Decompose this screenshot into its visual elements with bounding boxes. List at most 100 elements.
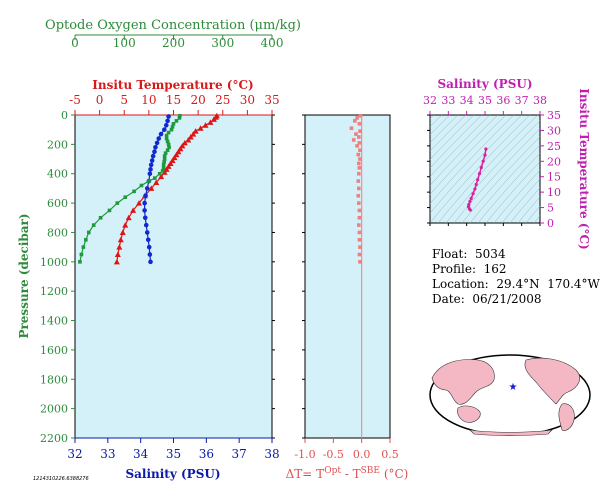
oxygen-tick-label: 100: [113, 36, 136, 50]
delta-t-point: [357, 161, 361, 166]
temperature-point: [125, 214, 132, 221]
oxygen-point: [165, 148, 170, 153]
ts-temp-tick-label: 30: [547, 124, 561, 137]
oxygen-point: [174, 119, 179, 123]
oxygen-point: [107, 208, 112, 213]
map-land-australia: [457, 405, 481, 423]
salinity-point: [144, 230, 150, 235]
salinity-point: [156, 136, 162, 141]
delta-t-point: [358, 113, 363, 118]
salinity-tick-label: 36: [199, 447, 214, 461]
oxygen-point: [177, 116, 182, 120]
salinity-tick-label: 37: [232, 447, 247, 461]
profile-number-text: Profile: 162: [432, 262, 507, 276]
ts-point: [473, 187, 477, 191]
temperature-tick-label: 10: [141, 93, 156, 107]
ts-temp-tick-label: 5: [547, 202, 554, 215]
density-contour: [485, 161, 540, 223]
salinity-tick-label: 34: [133, 447, 149, 461]
delta-t-point: [356, 179, 361, 183]
density-contour: [517, 196, 540, 223]
temperature-axis-label: Insitu Temperature (°C): [92, 78, 253, 92]
density-contour: [509, 187, 540, 223]
density-contour: [430, 115, 499, 186]
delta-t-tick-label: -1.0: [294, 448, 315, 461]
pressure-tick-label: 1400: [40, 315, 68, 328]
oxygen-point: [152, 176, 157, 180]
delta-t-point: [358, 245, 362, 249]
delta-t-point: [357, 215, 362, 220]
temperature-tick-label: 30: [240, 93, 255, 107]
temperature-point: [130, 207, 137, 213]
delta-t-point: [357, 171, 361, 176]
temperature-point: [148, 185, 155, 191]
temperature-point: [153, 179, 160, 186]
oxygen-axis-label: Optode Oxygen Concentration (μm/kg): [45, 18, 301, 33]
delta-t-tick-label: -0.5: [323, 448, 344, 461]
delta-t-point: [357, 208, 362, 213]
density-contour: [430, 115, 451, 136]
ts-point: [468, 199, 472, 203]
delta-t-point: [351, 138, 356, 142]
pressure-tick-label: 200: [47, 138, 68, 151]
oxygen-point: [86, 230, 91, 235]
delta-t-point: [357, 166, 362, 170]
ts-salinity-tick-label: 36: [496, 94, 510, 107]
delta-t-point: [357, 201, 361, 205]
salinity-point: [149, 158, 155, 163]
salinity-point: [152, 149, 157, 155]
density-contour: [430, 115, 523, 214]
oxygen-point: [164, 136, 169, 141]
oxygen-point: [162, 160, 166, 164]
oxygen-point: [78, 260, 82, 264]
main-profile-plot-area: [74, 114, 273, 439]
salinity-tick-label: 35: [166, 447, 181, 461]
temperature-point: [119, 229, 126, 235]
oxygen-point: [84, 237, 88, 242]
salinity-point: [148, 259, 153, 265]
density-contour: [430, 115, 467, 152]
ts-salinity-tick-label: 35: [478, 94, 492, 107]
ts-temp-tick-label: 35: [547, 109, 561, 122]
ts-density-contours: [430, 115, 540, 223]
ts-point: [479, 165, 483, 170]
temperature-point: [158, 173, 165, 180]
delta-t-point: [357, 252, 362, 257]
temperature-point: [202, 122, 209, 128]
oxygen-point: [170, 124, 175, 129]
delta-t-point: [357, 122, 362, 126]
oxygen-point: [161, 166, 166, 170]
world-map: ★: [429, 354, 591, 436]
density-contour: [430, 115, 491, 178]
salinity-point: [153, 145, 158, 150]
ts-temperature-label: Insitu Temperature (°C): [577, 88, 591, 249]
salinity-point: [147, 252, 153, 257]
density-contour: [430, 115, 507, 195]
salinity-point: [142, 200, 147, 206]
temperature-point: [122, 222, 129, 228]
density-contour: [430, 115, 515, 205]
salinity-point: [165, 118, 170, 124]
float-location-marker: ★: [509, 382, 518, 393]
oxygen-point: [166, 130, 171, 135]
pressure-axis-label: Pressure (decibar): [17, 213, 31, 338]
density-contour: [430, 115, 459, 144]
oxygen-point: [161, 163, 166, 167]
footer-id: 1214310226.6388276: [33, 476, 89, 482]
delta-t-plot-area: [304, 114, 391, 439]
salinity-point: [143, 193, 148, 199]
ts-point: [484, 147, 488, 151]
temperature-tick-label: 25: [215, 93, 230, 107]
delta-t-point: [354, 132, 358, 136]
delta-t-point: [357, 141, 362, 145]
salinity-point: [154, 140, 160, 146]
pressure-tick-label: 1000: [40, 256, 68, 269]
delta-t-point: [357, 223, 361, 227]
salinity-point: [142, 215, 148, 221]
density-contour: [469, 144, 540, 223]
delta-t-point: [358, 260, 362, 264]
pressure-tick-label: 1800: [40, 373, 68, 386]
delta-t-point: [356, 152, 361, 157]
pressure-tick-label: 1600: [40, 344, 68, 357]
